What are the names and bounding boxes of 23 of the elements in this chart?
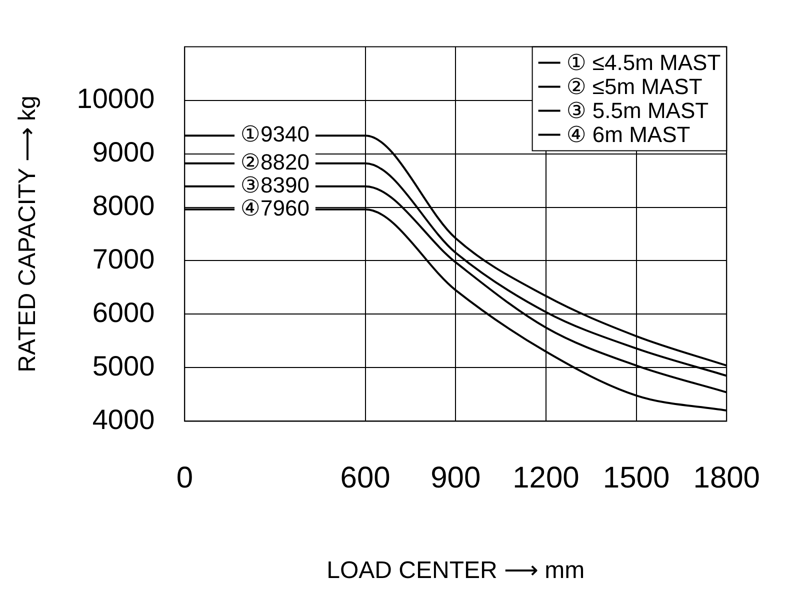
legend-label: ④ 6m MAST [566,122,690,147]
x-tick-label: 600 [340,461,390,494]
data-label: ④7960 [240,195,310,220]
x-tick-label: 900 [430,461,481,494]
x-axis-title: LOAD CENTER ⟶ mm [326,557,585,584]
y-tick-label: 9000 [92,136,155,168]
data-label: ③8390 [240,172,310,198]
legend-label: ③ 5.5m MAST [566,98,709,123]
x-tick-label: 1800 [693,461,760,494]
legend-label: ② ≤5m MAST [566,74,702,99]
x-tick-label: 0 [176,461,194,494]
x-tick-label: 1500 [602,461,670,494]
data-label: ①9340 [240,122,310,147]
data-label: ②8820 [240,149,310,174]
y-tick-label: 5000 [92,350,155,382]
y-tick-label: 4000 [92,404,155,435]
legend-label: ① ≤4.5m MAST [566,50,721,75]
x-tick-label: 1200 [512,461,580,494]
y-axis-title: RATED CAPACITY ⟶ kg [14,96,42,372]
y-tick-label: 10000 [76,83,155,114]
y-tick-label: 7000 [92,243,155,274]
y-tick-label: 8000 [92,190,155,221]
y-tick-label: 6000 [92,296,155,328]
